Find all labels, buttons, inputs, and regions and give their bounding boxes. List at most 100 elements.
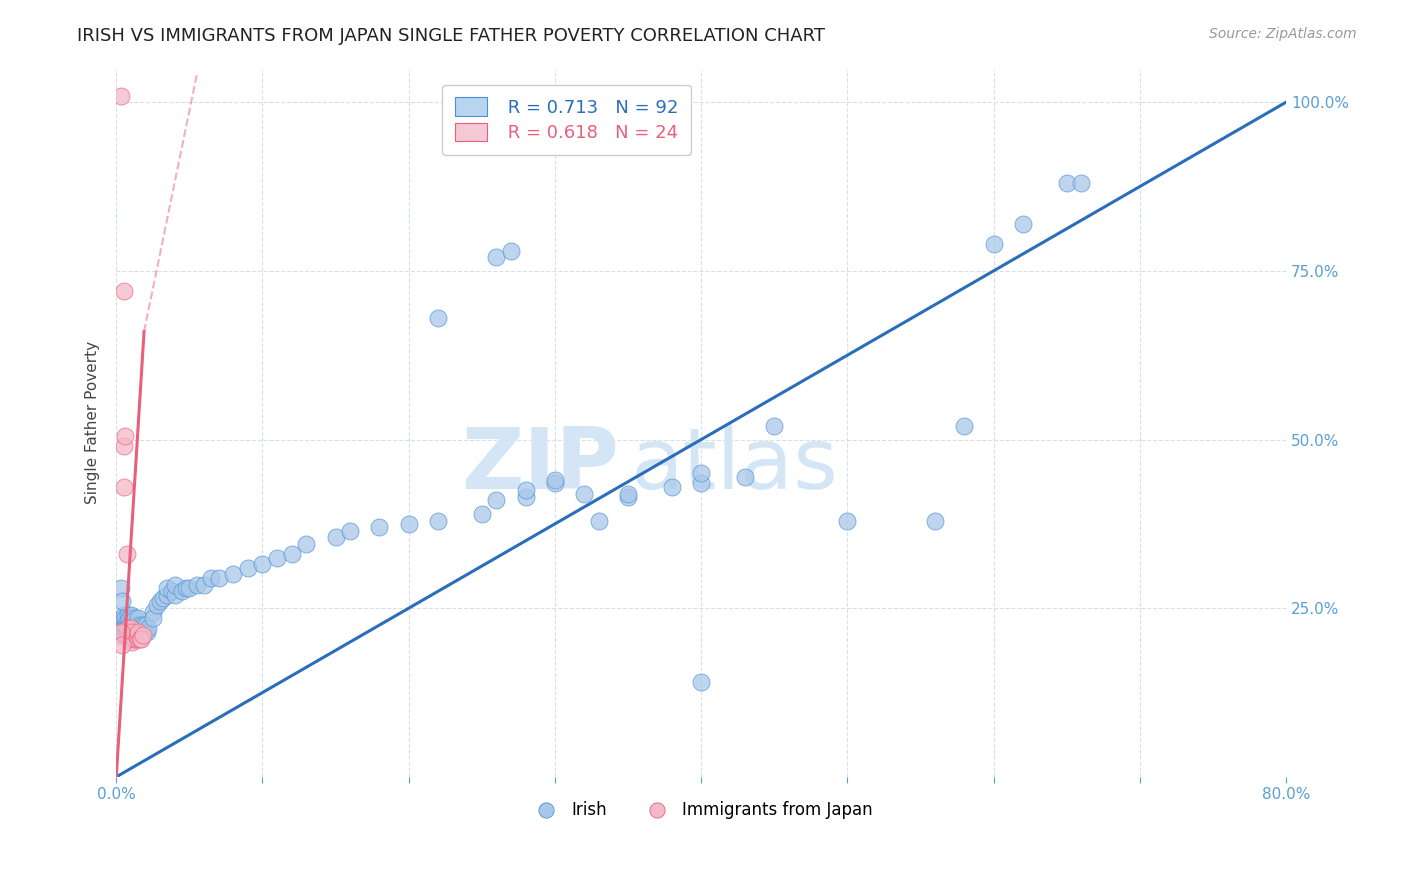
Point <box>125 628 148 642</box>
Point <box>544 473 567 487</box>
Point <box>1070 176 1092 190</box>
Point <box>152 591 174 606</box>
Point <box>115 615 138 629</box>
Point <box>117 622 139 636</box>
Text: atlas: atlas <box>631 424 839 507</box>
Point <box>252 558 274 572</box>
Point <box>1056 176 1078 190</box>
Point <box>110 624 132 639</box>
Point <box>128 632 150 646</box>
Point <box>112 618 135 632</box>
Point <box>163 588 186 602</box>
Point <box>122 618 145 632</box>
Point <box>121 624 143 639</box>
Point <box>149 594 172 608</box>
Point <box>163 577 186 591</box>
Point <box>120 628 142 642</box>
Point <box>114 618 136 632</box>
Point <box>924 514 946 528</box>
Point <box>118 618 141 632</box>
Point <box>485 493 508 508</box>
Point <box>617 486 640 500</box>
Point <box>136 624 159 639</box>
Point <box>110 88 132 103</box>
Point <box>734 469 756 483</box>
Point <box>112 480 135 494</box>
Point <box>426 514 449 528</box>
Point <box>120 622 142 636</box>
Point <box>117 624 139 639</box>
Point <box>837 514 859 528</box>
Point <box>128 618 150 632</box>
Point <box>118 632 141 646</box>
Point <box>186 577 208 591</box>
Point <box>142 611 165 625</box>
Point <box>138 622 160 636</box>
Point <box>193 577 215 591</box>
Point <box>160 584 183 599</box>
Point <box>266 550 288 565</box>
Legend: Irish, Immigrants from Japan: Irish, Immigrants from Japan <box>523 794 879 825</box>
Point <box>339 524 361 538</box>
Point <box>236 560 259 574</box>
Point <box>142 605 165 619</box>
Point <box>127 632 149 646</box>
Text: Source: ZipAtlas.com: Source: ZipAtlas.com <box>1209 27 1357 41</box>
Point <box>588 514 610 528</box>
Point <box>131 618 153 632</box>
Point <box>128 624 150 639</box>
Point <box>122 624 145 639</box>
Point <box>120 607 142 622</box>
Point <box>110 628 132 642</box>
Point <box>146 598 169 612</box>
Point <box>131 628 153 642</box>
Point <box>544 476 567 491</box>
Point <box>125 624 148 639</box>
Text: ZIP: ZIP <box>461 424 619 507</box>
Point <box>515 483 537 498</box>
Point <box>127 611 149 625</box>
Point <box>115 624 138 639</box>
Point <box>121 635 143 649</box>
Point <box>122 632 145 646</box>
Point <box>132 624 155 639</box>
Point <box>156 581 179 595</box>
Point <box>112 624 135 639</box>
Point <box>170 584 193 599</box>
Point <box>125 618 148 632</box>
Point <box>690 476 713 491</box>
Y-axis label: Single Father Poverty: Single Father Poverty <box>86 341 100 504</box>
Point <box>120 624 142 639</box>
Point <box>111 611 134 625</box>
Point <box>118 628 141 642</box>
Text: IRISH VS IMMIGRANTS FROM JAPAN SINGLE FATHER POVERTY CORRELATION CHART: IRISH VS IMMIGRANTS FROM JAPAN SINGLE FA… <box>77 27 825 45</box>
Point <box>112 607 135 622</box>
Point <box>325 530 347 544</box>
Point <box>176 581 198 595</box>
Point <box>280 547 302 561</box>
Point <box>124 622 146 636</box>
Point <box>120 618 142 632</box>
Point <box>617 490 640 504</box>
Point <box>572 486 595 500</box>
Point <box>134 618 156 632</box>
Point <box>368 520 391 534</box>
Point <box>124 632 146 646</box>
Point <box>129 632 152 646</box>
Point <box>114 628 136 642</box>
Point <box>1011 217 1033 231</box>
Point <box>127 624 149 639</box>
Point <box>124 611 146 625</box>
Point <box>117 618 139 632</box>
Point <box>499 244 522 258</box>
Point <box>222 567 245 582</box>
Point <box>763 419 786 434</box>
Point <box>983 236 1005 251</box>
Point <box>118 611 141 625</box>
Point <box>118 628 141 642</box>
Point <box>112 439 135 453</box>
Point <box>114 429 136 443</box>
Point <box>110 581 132 595</box>
Point <box>398 516 420 531</box>
Point <box>295 537 318 551</box>
